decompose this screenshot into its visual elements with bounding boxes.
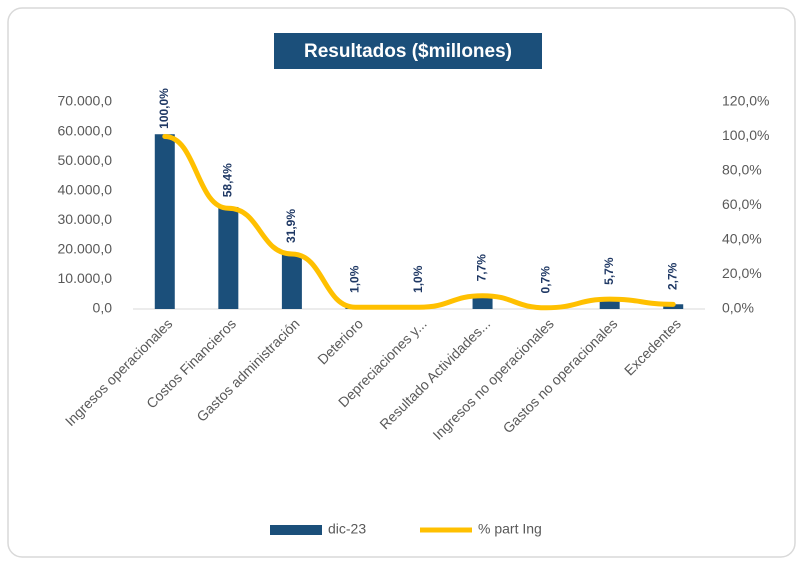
bar	[599, 299, 620, 309]
value-label: 2,7%	[665, 262, 679, 290]
y-tick-label: 0,0	[93, 300, 113, 316]
title-box	[274, 33, 542, 69]
y2-tick-label: 80,0%	[722, 162, 762, 178]
legend-label: % part Ing	[478, 521, 542, 537]
y-tick-label: 60.000,0	[58, 122, 113, 138]
y2-tick-label: 120,0%	[722, 93, 769, 109]
y2-tick-label: 0,0%	[722, 300, 754, 316]
bar	[154, 134, 175, 309]
value-label: 1,0%	[348, 265, 362, 293]
value-label: 0,7%	[538, 266, 552, 294]
value-label: 5,7%	[602, 257, 616, 285]
value-label: 7,7%	[475, 254, 489, 282]
bar	[472, 295, 493, 309]
y-tick-label: 50.000,0	[58, 152, 113, 168]
line	[162, 134, 676, 311]
legend-label: dic-23	[328, 521, 366, 537]
bar	[218, 206, 239, 309]
value-label: 1,0%	[411, 265, 425, 293]
y-tick-label: 20.000,0	[58, 241, 113, 257]
chart-title: Resultados ($millones)	[304, 41, 512, 62]
value-label: 58,4%	[221, 163, 235, 197]
y-tick-label: 70.000,0	[58, 93, 113, 109]
y2-tick-label: 20,0%	[722, 265, 762, 281]
y-tick-label: 30.000,0	[58, 211, 113, 227]
value-label: 100,0%	[157, 88, 171, 129]
y2-tick-label: 60,0%	[722, 196, 762, 212]
value-label: 31,9%	[284, 209, 298, 243]
bar	[281, 253, 302, 309]
y2-tick-label: 40,0%	[722, 231, 762, 247]
legend-swatch	[270, 525, 322, 535]
y-tick-label: 10.000,0	[58, 270, 113, 286]
y-tick-label: 40.000,0	[58, 181, 113, 197]
y2-tick-label: 100,0%	[722, 127, 769, 143]
chart-frame	[7, 7, 796, 558]
